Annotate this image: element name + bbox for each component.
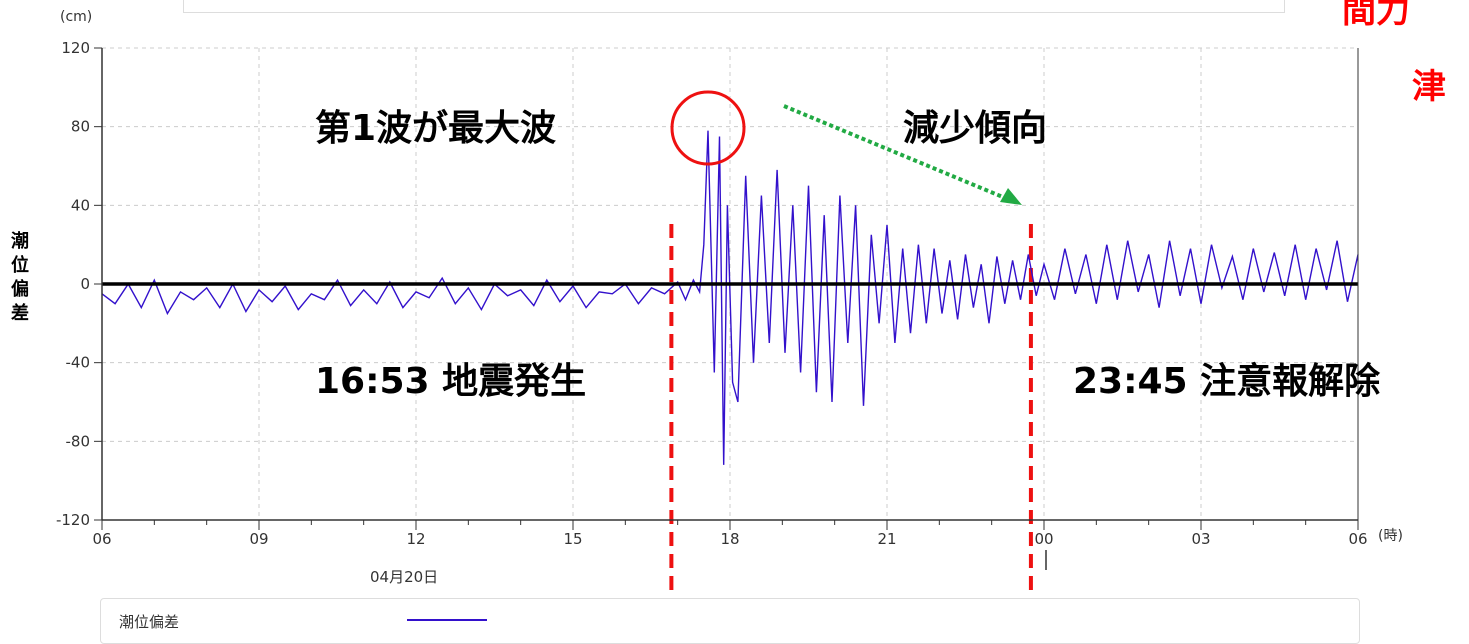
- decreasing-arrow-head: [1000, 188, 1022, 205]
- x-tick-label: 06: [1348, 530, 1367, 548]
- top-right-red-text-1: 間力: [1342, 0, 1410, 31]
- x-tick-label: 12: [406, 530, 425, 548]
- y-axis-label-char: 差: [11, 303, 29, 324]
- decreasing-annotation: 減少傾向: [903, 108, 1047, 149]
- y-axis-label-char: 位: [11, 255, 29, 276]
- x-tick-label: 03: [1191, 530, 1210, 548]
- top-right-red-text-2: 津: [1412, 67, 1446, 107]
- tide-deviation-line: [101, 130, 1359, 465]
- x-tick-label: 00: [1034, 530, 1053, 548]
- event-markers: [669, 224, 1033, 600]
- first-wave-annotation: 第1波が最大波: [315, 108, 556, 149]
- y-unit-label: (cm): [60, 9, 92, 25]
- x-tick-label: 21: [877, 530, 896, 548]
- x-tick-label: 18: [720, 530, 739, 548]
- date-label: 04月20日: [370, 568, 438, 586]
- y-tick-label: 80: [71, 118, 90, 136]
- x-tick-label: 15: [563, 530, 582, 548]
- y-tick-label: 40: [71, 196, 90, 214]
- y-tick-label: -40: [66, 354, 91, 372]
- first-wave-circle: [670, 90, 746, 166]
- x-tick-label: 06: [92, 530, 111, 548]
- legend-label: 潮位偏差: [119, 613, 180, 631]
- x-tick-label: 09: [249, 530, 268, 548]
- legend-swatch: [407, 619, 487, 621]
- y-axis-label: 潮 位 偏 差: [10, 230, 30, 326]
- y-axis-label-char: 偏: [11, 279, 29, 300]
- decreasing-arrow-shaft: [783, 104, 1011, 202]
- quake-annotation: 16:53 地震発生: [315, 361, 586, 402]
- advisory-lifted-annotation: 23:45 注意報解除: [1073, 361, 1381, 402]
- y-tick-label: 120: [61, 39, 90, 57]
- y-tick-label: 0: [80, 275, 90, 293]
- y-axis-label-char: 潮: [11, 231, 29, 252]
- top-toolbar-strip: [183, 0, 1285, 13]
- x-unit-label: (時): [1378, 528, 1403, 544]
- chart-legend: 潮位偏差: [100, 598, 1360, 644]
- y-tick-label: -80: [66, 432, 91, 450]
- y-tick-label: -120: [56, 511, 90, 529]
